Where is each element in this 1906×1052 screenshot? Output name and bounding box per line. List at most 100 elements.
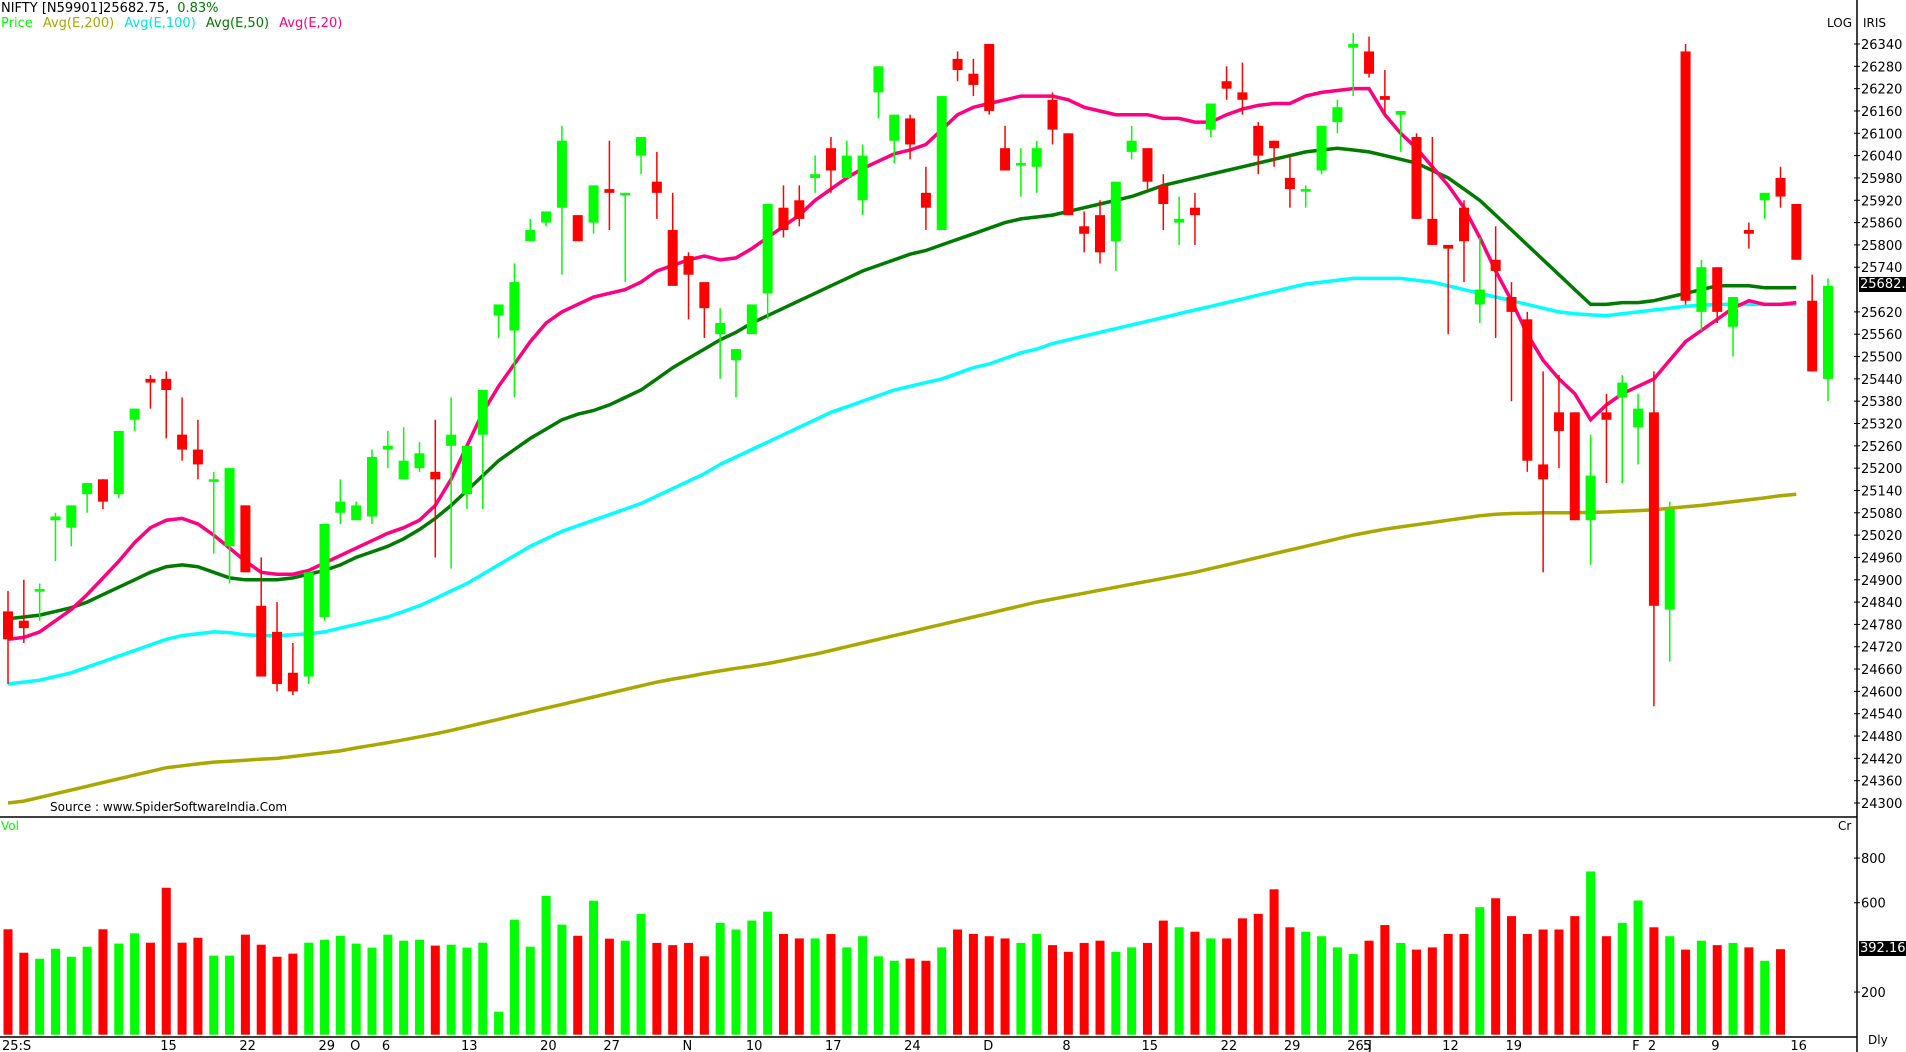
volume-bar — [1712, 945, 1722, 1035]
volume-bar — [668, 945, 678, 1035]
volume-bar — [1000, 938, 1010, 1035]
svg-text:20: 20 — [540, 1039, 557, 1052]
volume-bar — [937, 947, 947, 1035]
source-credit: Source : www.SpiderSoftwareIndia.Com — [50, 800, 288, 814]
volume-bar — [1079, 942, 1089, 1035]
candle — [556, 140, 567, 208]
volume-bar — [1665, 936, 1675, 1035]
candle — [1553, 412, 1564, 431]
candle — [651, 181, 662, 193]
candle — [873, 66, 884, 93]
svg-text:F: F — [1632, 1039, 1639, 1052]
legend-price[interactable]: Price — [1, 16, 33, 31]
svg-text:24900: 24900 — [1861, 574, 1902, 589]
candle — [1079, 226, 1090, 234]
svg-text:27: 27 — [603, 1039, 620, 1052]
volume-bar — [1095, 940, 1105, 1035]
volume-bar — [50, 948, 60, 1035]
volume-bar — [1538, 929, 1548, 1035]
candle — [1063, 133, 1074, 216]
legend-ema200[interactable]: Avg(E,200) — [42, 16, 115, 31]
candle — [430, 471, 441, 480]
log-scale-toggle[interactable]: LOG — [1827, 16, 1853, 30]
svg-text:25260: 25260 — [1861, 440, 1902, 455]
svg-text:24600: 24600 — [1861, 685, 1902, 700]
candle — [477, 390, 488, 435]
volume-bar — [114, 943, 124, 1035]
volume-bar — [1048, 945, 1058, 1035]
volume-bar — [1554, 929, 1564, 1035]
volume-bar — [414, 939, 424, 1035]
candle — [335, 501, 346, 513]
candle — [636, 137, 647, 156]
candle — [1189, 207, 1200, 216]
candle — [525, 230, 536, 242]
candle — [1015, 163, 1026, 166]
iris-label[interactable]: IRIS — [1863, 16, 1887, 30]
candle — [414, 453, 425, 469]
svg-text:25500: 25500 — [1861, 351, 1902, 366]
volume-bar — [1443, 933, 1453, 1035]
volume-bar — [399, 940, 409, 1035]
volume-bar — [1475, 907, 1485, 1035]
volume-bar — [557, 924, 567, 1035]
svg-text:24780: 24780 — [1861, 618, 1902, 633]
candle — [208, 479, 219, 482]
price-candles — [3, 32, 1833, 707]
svg-text:24540: 24540 — [1861, 708, 1902, 723]
svg-text:16: 16 — [1790, 1039, 1807, 1052]
volume-bar — [161, 887, 171, 1035]
svg-text:O: O — [350, 1039, 360, 1052]
volume-bar — [858, 936, 868, 1035]
volume-bar — [1158, 920, 1168, 1035]
volume-bar — [636, 913, 646, 1035]
svg-text:25800: 25800 — [1861, 239, 1902, 254]
candle — [1743, 230, 1754, 234]
volume-bar — [684, 942, 694, 1035]
svg-text:25860: 25860 — [1861, 217, 1902, 232]
volume-bar — [1570, 916, 1580, 1035]
candle — [1823, 285, 1833, 379]
candle — [1728, 297, 1739, 327]
volume-unit: Cr — [1838, 819, 1852, 833]
candle — [1648, 412, 1659, 606]
candle — [715, 323, 726, 335]
candle — [461, 445, 472, 495]
volume-bar — [462, 947, 472, 1035]
legend-ema100[interactable]: Avg(E,100) — [124, 16, 196, 31]
candle — [620, 192, 631, 196]
volume-bar — [1522, 933, 1532, 1035]
candle — [1633, 408, 1644, 428]
candle — [857, 155, 868, 201]
volume-bars — [3, 871, 1786, 1035]
svg-text:25:S: 25:S — [2, 1039, 31, 1052]
svg-text:25140: 25140 — [1861, 484, 1902, 499]
volume-bar — [889, 960, 899, 1035]
candle — [287, 672, 298, 692]
volume-bar — [478, 942, 488, 1035]
svg-text:24480: 24480 — [1861, 730, 1902, 745]
legend-ema20[interactable]: Avg(E,20) — [279, 16, 343, 31]
volume-bar — [731, 929, 741, 1035]
candle — [382, 445, 393, 450]
candle — [1585, 475, 1596, 521]
volume-bar — [1285, 927, 1295, 1035]
last-price-marker: 25682.7 — [1859, 277, 1906, 292]
candle — [604, 189, 615, 193]
candle — [794, 200, 805, 219]
svg-text:17: 17 — [825, 1039, 842, 1052]
svg-text:200: 200 — [1861, 986, 1886, 1001]
candle — [256, 605, 267, 677]
candle — [34, 589, 45, 592]
ema200-line — [7, 492, 1797, 805]
volume-bar — [1396, 942, 1406, 1035]
legend-ema50[interactable]: Avg(E,50) — [205, 16, 270, 31]
volume-bar — [335, 935, 345, 1035]
volume-bar — [1269, 889, 1279, 1035]
svg-text:25440: 25440 — [1861, 373, 1902, 388]
period-selector[interactable]: Dly — [1868, 1033, 1888, 1047]
candle — [192, 449, 203, 465]
indicator-legend: Price Avg(E,200) Avg(E,100) Avg(E,50) Av… — [1, 16, 348, 31]
candle — [572, 215, 583, 242]
